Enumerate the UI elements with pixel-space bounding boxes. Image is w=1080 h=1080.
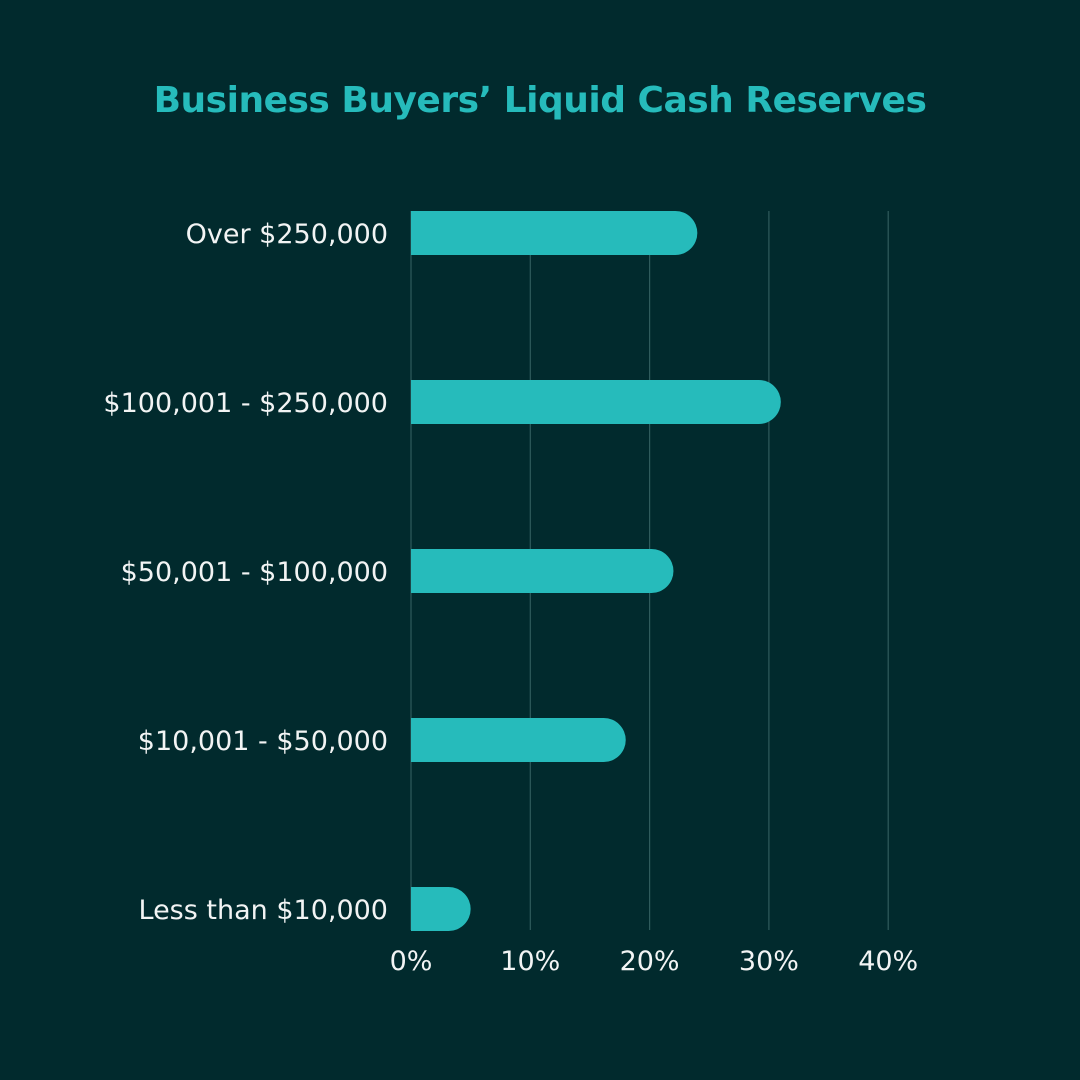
chart-title: Business Buyers’ Liquid Cash Reserves	[153, 80, 927, 121]
category-label: Less than $10,000	[139, 895, 389, 926]
x-tick-label: 0%	[390, 946, 433, 977]
category-label: $100,001 - $250,000	[103, 388, 388, 419]
x-tick-label: 40%	[858, 946, 918, 977]
category-label: $50,001 - $100,000	[121, 557, 388, 588]
category-label: $10,001 - $50,000	[138, 726, 388, 757]
x-tick-label: 20%	[620, 946, 680, 977]
category-label: Over $250,000	[186, 219, 388, 250]
x-tick-label: 30%	[739, 946, 799, 977]
bar	[411, 211, 698, 255]
x-tick-label: 10%	[500, 946, 560, 977]
bar	[411, 380, 781, 424]
bars	[411, 211, 781, 931]
bar	[411, 887, 471, 931]
bar	[411, 549, 674, 593]
x-axis-tick-labels: 0% 10% 20% 30% 40%	[390, 946, 919, 977]
bar	[411, 718, 626, 762]
category-labels: Over $250,000 $100,001 - $250,000 $50,001 …	[103, 219, 388, 926]
